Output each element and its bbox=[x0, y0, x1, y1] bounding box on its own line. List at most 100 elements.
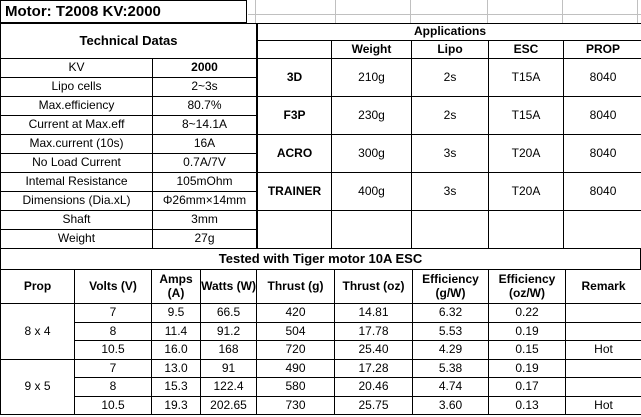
efficiency-gw-cell: 5.53 bbox=[412, 322, 489, 341]
tech-label-max-efficiency: Max.efficiency bbox=[0, 96, 153, 116]
tech-value-current-max-eff: 8~14.1A bbox=[152, 115, 257, 135]
app-prop: 8040 bbox=[562, 134, 641, 173]
col-header-remark: Remark bbox=[565, 269, 641, 304]
tech-value-lipo-cells: 2~3s bbox=[152, 77, 257, 97]
table-row: Weight 27g bbox=[0, 229, 257, 249]
col-header-thrust-oz: Thrust (oz) bbox=[334, 269, 413, 304]
grid-line bbox=[637, 0, 638, 23]
efficiency-gw-cell: 5.38 bbox=[412, 359, 489, 378]
thrust-g-cell: 720 bbox=[256, 340, 335, 360]
grid-line bbox=[562, 0, 563, 23]
tech-value-max-current: 16A bbox=[152, 134, 257, 154]
tech-label-no-load-current: No Load Current bbox=[0, 153, 153, 173]
app-weight: 300g bbox=[331, 134, 412, 173]
thrust-oz-cell: 25.75 bbox=[334, 396, 413, 415]
app-esc: T15A bbox=[488, 58, 564, 97]
volts-cell: 10.5 bbox=[74, 340, 152, 360]
watts-cell: 66.5 bbox=[200, 303, 257, 323]
thrust-oz-cell: 17.78 bbox=[334, 322, 413, 341]
test-row: 8 11.4 91.2 504 17.78 5.53 0.19 bbox=[1, 322, 641, 341]
volts-cell: 7 bbox=[74, 303, 152, 323]
empty-cell bbox=[488, 210, 564, 249]
table-row: Max.efficiency 80.7% bbox=[0, 96, 257, 116]
test-row: 9 x 5 7 13.0 91 490 17.28 5.38 0.19 bbox=[0, 359, 641, 415]
amps-cell: 19.3 bbox=[151, 396, 201, 415]
remark-cell bbox=[565, 377, 641, 397]
app-esc: T20A bbox=[488, 134, 564, 173]
table-row: KV 2000 bbox=[0, 58, 257, 78]
volts-cell: 7 bbox=[74, 359, 152, 378]
tech-value-dimensions: Φ26mm×14mm bbox=[152, 191, 257, 211]
app-lipo: 2s bbox=[411, 96, 489, 135]
test-row: 8 x 4 7 9.5 66.5 420 14.81 6.32 0.22 bbox=[0, 303, 641, 360]
tech-label-internal-resistance: Intemal Resistance bbox=[0, 172, 153, 192]
col-header-prop: PROP bbox=[562, 40, 641, 59]
col-header-thrust-g: Thrust (g) bbox=[256, 269, 335, 304]
tech-value-max-efficiency: 80.7% bbox=[152, 96, 257, 116]
tech-label-current-max-eff: Current at Max.eff bbox=[0, 115, 153, 135]
thrust-g-cell: 730 bbox=[256, 396, 335, 415]
technical-datas-header: Technical Datas bbox=[0, 23, 257, 59]
tech-label-kv: KV bbox=[0, 58, 153, 78]
table-row: Dimensions (Dia.xL) Φ26mm×14mm bbox=[0, 191, 257, 211]
tech-value-shaft: 3mm bbox=[152, 210, 257, 230]
volts-cell: 8 bbox=[74, 377, 152, 397]
app-name: TRAINER bbox=[257, 172, 332, 211]
grid-line bbox=[255, 0, 256, 23]
volts-cell: 8 bbox=[74, 322, 152, 341]
col-header-lipo: Lipo bbox=[411, 40, 489, 59]
watts-cell: 122.4 bbox=[200, 377, 257, 397]
app-weight: 210g bbox=[331, 58, 412, 97]
main-tables: Technical Datas KV 2000 Lipo cells 2~3s … bbox=[0, 23, 641, 249]
col-header-weight: Weight bbox=[331, 40, 412, 59]
amps-cell: 13.0 bbox=[151, 359, 201, 378]
efficiency-ozw-cell: 0.22 bbox=[488, 303, 566, 323]
tech-label-dimensions: Dimensions (Dia.xL) bbox=[0, 191, 153, 211]
app-row-acro: ACRO 300g 3s T20A 8040 bbox=[257, 134, 641, 173]
table-row: Current at Max.eff 8~14.1A bbox=[0, 115, 257, 135]
table-row: Technical Datas bbox=[0, 23, 257, 59]
prop-group-label: 9 x 5 bbox=[0, 359, 75, 415]
app-weight: 400g bbox=[331, 172, 412, 211]
amps-cell: 16.0 bbox=[151, 340, 201, 360]
grid-line bbox=[335, 0, 336, 23]
app-weight: 230g bbox=[331, 96, 412, 135]
watts-cell: 91.2 bbox=[200, 322, 257, 341]
thrust-oz-cell: 20.46 bbox=[334, 377, 413, 397]
thrust-g-cell: 580 bbox=[256, 377, 335, 397]
tech-value-kv: 2000 bbox=[152, 58, 257, 78]
col-header-amps: Amps (A) bbox=[151, 269, 201, 304]
amps-cell: 15.3 bbox=[151, 377, 201, 397]
efficiency-gw-cell: 4.29 bbox=[412, 340, 489, 360]
col-header-volts: Volts (V) bbox=[74, 269, 152, 304]
efficiency-gw-cell: 6.32 bbox=[412, 303, 489, 323]
app-row-f3p: F3P 230g 2s T15A 8040 bbox=[257, 96, 641, 135]
tech-value-weight: 27g bbox=[152, 229, 257, 249]
remark-cell: Hot bbox=[565, 340, 641, 360]
page-title: Motor: T2008 KV:2000 bbox=[0, 0, 247, 23]
tested-with-banner: Tested with Tiger motor 10A ESC bbox=[0, 249, 641, 269]
applications-table: Applications Weight Lipo ESC PROP 3D 210… bbox=[256, 23, 641, 249]
empty-cell bbox=[331, 210, 412, 249]
col-header-prop: Prop bbox=[0, 269, 75, 304]
watts-cell: 91 bbox=[200, 359, 257, 378]
thrust-oz-cell: 25.40 bbox=[334, 340, 413, 360]
table-row: Prop Volts (V) Amps (A) Watts (W) Thrust… bbox=[0, 269, 641, 304]
efficiency-ozw-cell: 0.17 bbox=[488, 377, 566, 397]
efficiency-gw-cell: 4.74 bbox=[412, 377, 489, 397]
tech-value-internal-resistance: 105mOhm bbox=[152, 172, 257, 192]
remark-cell bbox=[565, 303, 641, 323]
app-lipo: 3s bbox=[411, 172, 489, 211]
thrust-oz-cell: 17.28 bbox=[334, 359, 413, 378]
technical-data-table: Technical Datas KV 2000 Lipo cells 2~3s … bbox=[0, 23, 257, 249]
thrust-oz-cell: 14.81 bbox=[334, 303, 413, 323]
test-row: 10.5 16.0 168 720 25.40 4.29 0.15 Hot bbox=[1, 340, 641, 360]
table-row: Intemal Resistance 105mOhm bbox=[0, 172, 257, 192]
app-prop: 8040 bbox=[562, 96, 641, 135]
watts-cell: 168 bbox=[200, 340, 257, 360]
thrust-g-cell: 420 bbox=[256, 303, 335, 323]
empty-cell bbox=[411, 210, 489, 249]
app-prop: 8040 bbox=[562, 58, 641, 97]
tech-label-max-current: Max.current (10s) bbox=[0, 134, 153, 154]
